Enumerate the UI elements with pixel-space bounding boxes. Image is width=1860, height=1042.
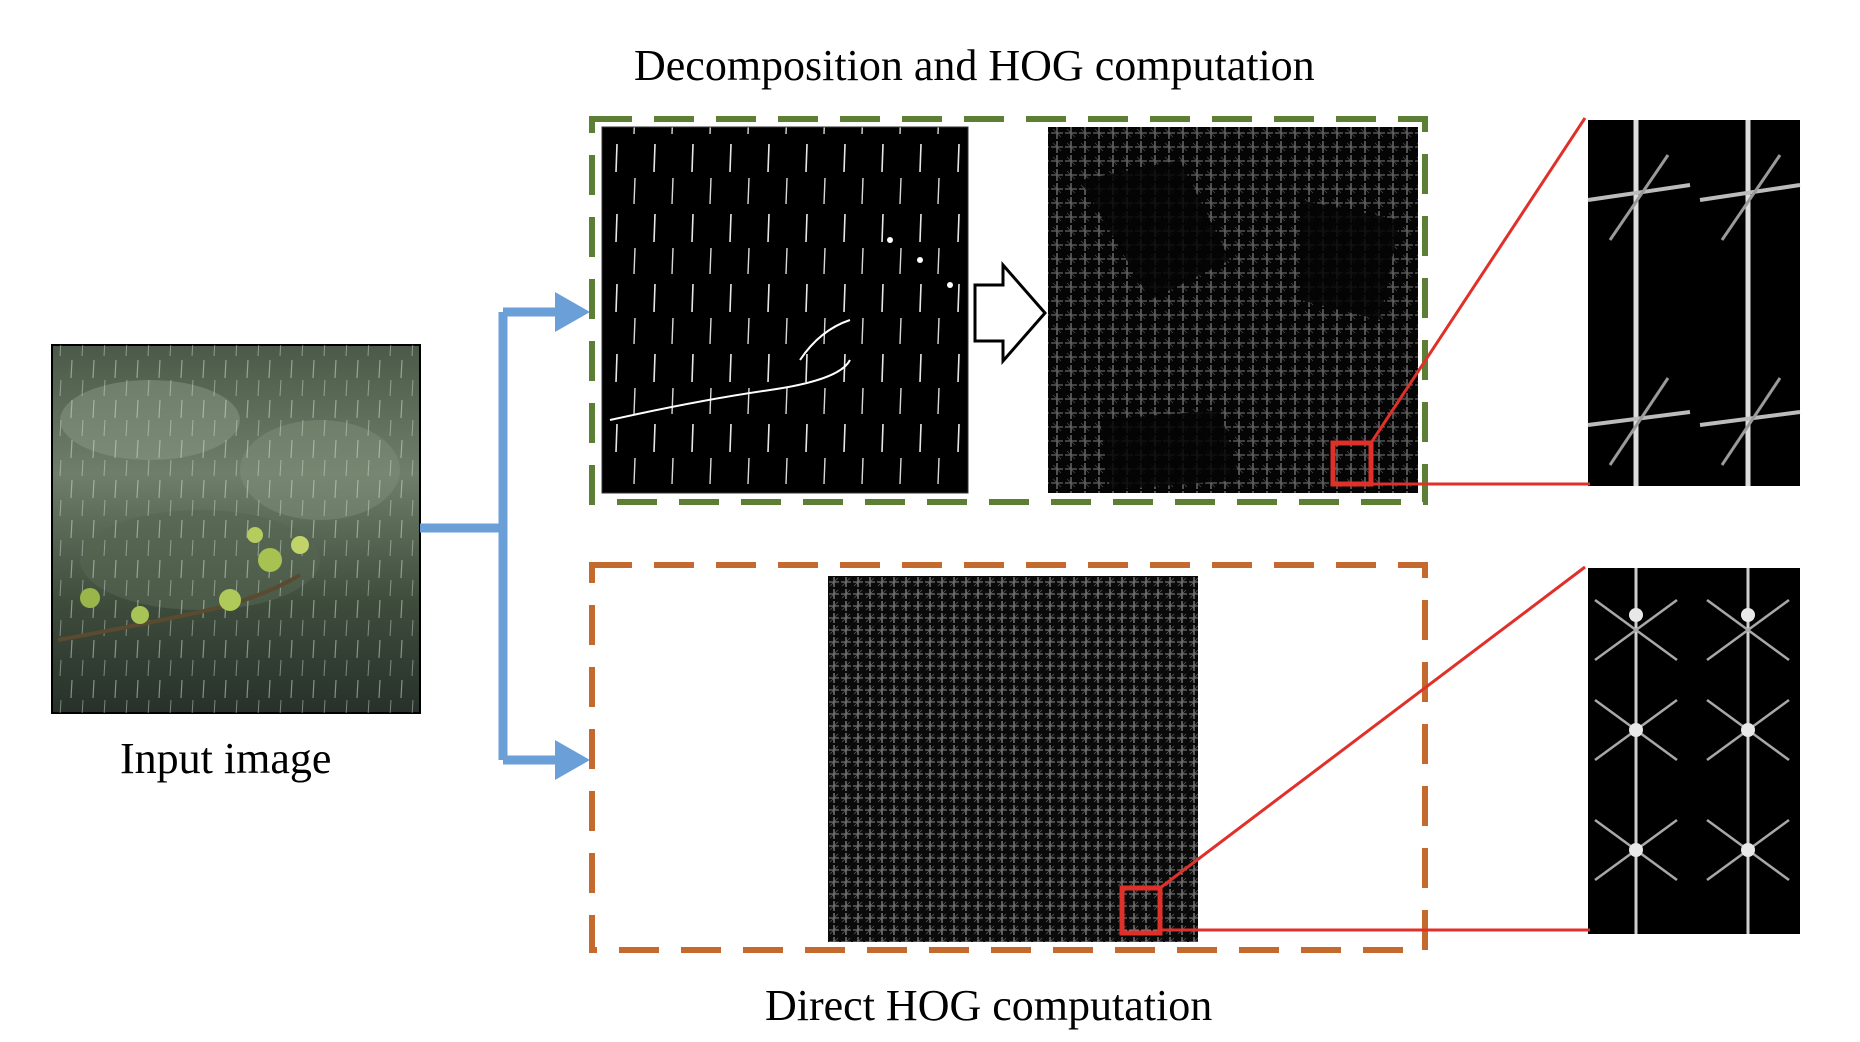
bottom-title: Direct HOG computation bbox=[765, 981, 1213, 1030]
direct-hog-box bbox=[589, 562, 1428, 953]
zoom-patch-direct bbox=[1588, 568, 1800, 934]
rain-streak-image bbox=[601, 126, 969, 494]
zoom-indicator-top bbox=[1330, 117, 1590, 487]
hog-direct-image bbox=[828, 576, 1198, 942]
decomposition-box bbox=[589, 116, 1428, 505]
zoom-indicator-bottom bbox=[1119, 565, 1590, 936]
branch-arrows bbox=[420, 307, 560, 765]
zoom-patch-decomposed bbox=[1587, 120, 1801, 486]
hog-decomposed-image bbox=[1048, 127, 1418, 493]
input-caption: Input image bbox=[120, 734, 332, 783]
top-title: Decomposition and HOG computation bbox=[634, 41, 1315, 90]
arrow-head-top bbox=[555, 292, 590, 332]
arrow-head-bottom bbox=[555, 740, 590, 780]
hollow-right-arrow-icon bbox=[973, 261, 1047, 365]
input-image bbox=[51, 344, 421, 714]
